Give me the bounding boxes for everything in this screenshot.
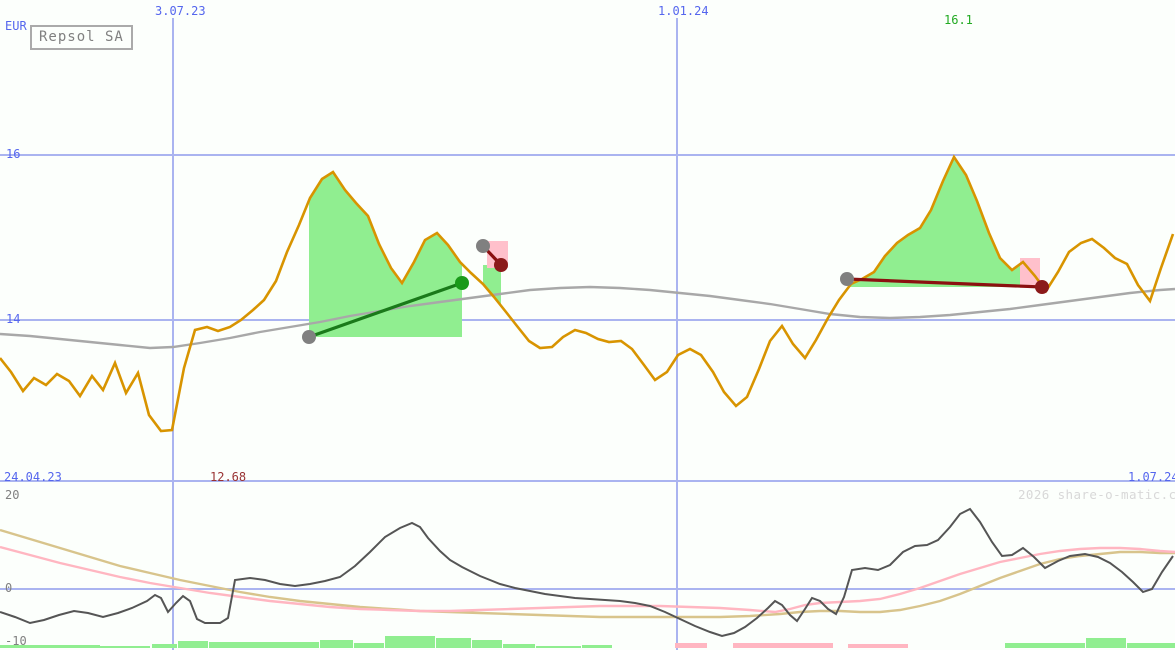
high-price-label: 16.1: [944, 13, 973, 27]
x-axis-end-label: 1.07.24: [1128, 470, 1175, 484]
grid-lines: [0, 18, 1175, 650]
indicator-base-line: [0, 528, 1175, 619]
currency-label: EUR: [5, 19, 27, 33]
trade-regions: [309, 157, 1042, 337]
indicator-histogram: [0, 636, 1175, 648]
indicator-y-tick-neg10: -10: [5, 634, 27, 648]
indicator-y-tick-0: 0: [5, 581, 13, 595]
trade-markers: [302, 239, 1049, 344]
indicator-main-line: [0, 507, 1174, 638]
x-tick-label-1: 3.07.23: [155, 4, 206, 18]
page-title: Repsol SA: [30, 25, 133, 50]
price-line: [0, 154, 1175, 433]
y-tick-label-14: 14: [6, 312, 21, 326]
indicator-y-tick-20: 20: [5, 488, 20, 502]
watermark: 2026 share-o-matic.com: [1018, 487, 1175, 502]
y-tick-label-16: 16: [6, 147, 21, 161]
x-tick-label-2: 1.01.24: [658, 4, 709, 18]
indicator-signal-line: [0, 545, 1175, 614]
low-price-label: 12.68: [210, 470, 247, 484]
moving-average-line: [0, 285, 1175, 350]
x-axis-start-label: 24.04.23: [4, 470, 62, 484]
